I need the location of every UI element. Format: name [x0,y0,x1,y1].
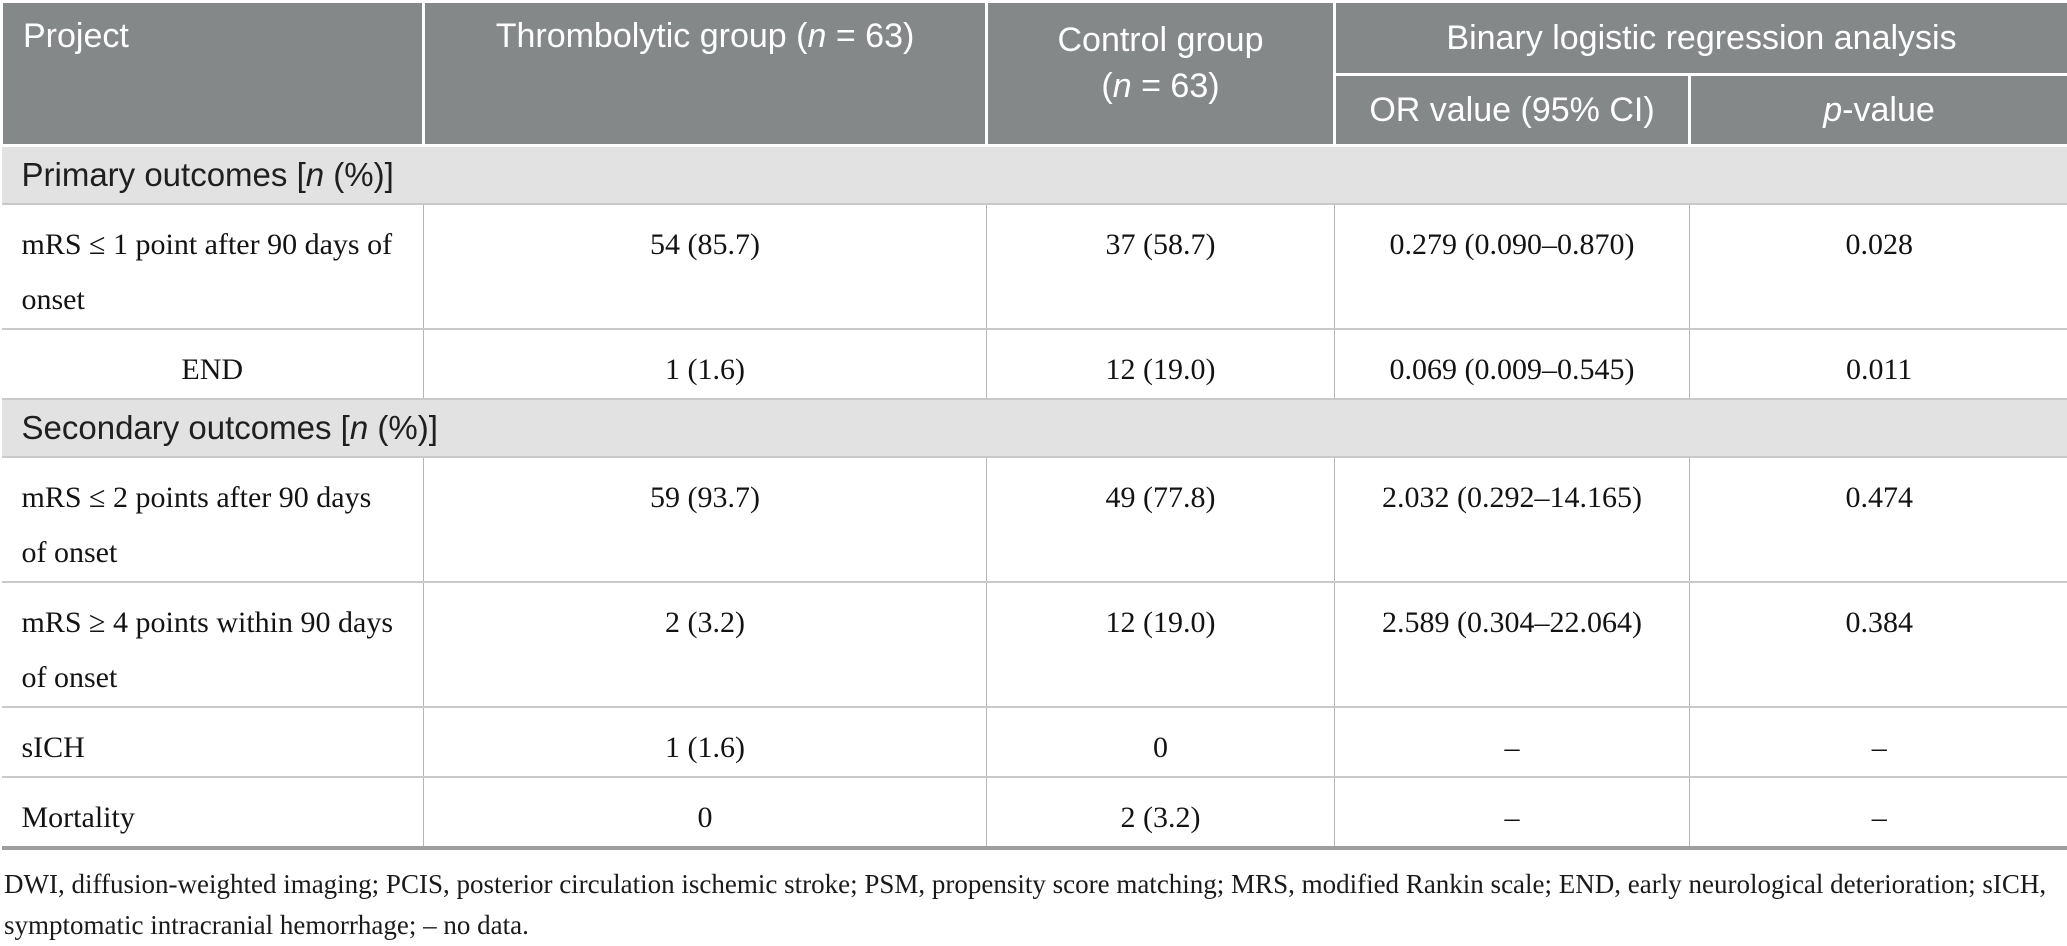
or-value-cell: – [1335,707,1690,777]
col-header-control-line2: (n = 63) [988,63,1333,109]
p-value-cell: 0.474 [1690,457,2067,582]
italic-p: p [1823,91,1842,129]
table-footnote: DWI, diffusion-weighted imaging; PCIS, p… [0,864,2067,946]
p-value-cell: 0.384 [1690,582,2067,707]
col-header-p-value: p-value [1690,75,2067,146]
p-value-cell: 0.028 [1690,204,2067,329]
section-row-primary-outcomes: Primary outcomes [n (%)] [2,146,2067,204]
table-header: Project Thrombolytic group (n = 63) Cont… [2,2,2067,146]
header-row-top: Project Thrombolytic group (n = 63) Cont… [2,2,2067,75]
section-text: Primary outcomes [ [22,156,306,193]
col-header-control-group: Control group (n = 63) [987,2,1335,146]
col-header-project: Project [2,2,424,146]
row-label-cell: mRS ≤ 2 points after 90 days of onset [2,457,424,582]
control-value-cell: 12 (19.0) [987,582,1335,707]
row-label-cell: sICH [2,707,424,777]
section-row-secondary-outcomes: Secondary outcomes [n (%)] [2,399,2067,457]
table-row-mortality: Mortality 0 2 (3.2) – – [2,777,2067,848]
p-value-suffix: -value [1842,91,1935,129]
table-row-mrs-le-2: mRS ≤ 2 points after 90 days of onset 59… [2,457,2067,582]
or-value-cell: 0.069 (0.009–0.545) [1335,329,1690,399]
row-label-cell: mRS ≤ 1 point after 90 days of onset [2,204,424,329]
thrombolytic-value-cell: 1 (1.6) [424,329,987,399]
row-label-cell: Mortality [2,777,424,848]
col-header-or-value: OR value (95% CI) [1335,75,1690,146]
thrombolytic-value-cell: 54 (85.7) [424,204,987,329]
paren-open: ( [1101,67,1112,105]
or-value-cell: – [1335,777,1690,848]
italic-n: n [1113,67,1132,105]
col-header-thrombolytic-text: Thrombolytic group ( [496,17,808,55]
thrombolytic-value-cell: 59 (93.7) [424,457,987,582]
or-value-cell: 0.279 (0.090–0.870) [1335,204,1690,329]
control-value-cell: 0 [987,707,1335,777]
italic-n: n [807,17,826,55]
table-row-end: END 1 (1.6) 12 (19.0) 0.069 (0.009–0.545… [2,329,2067,399]
section-label-secondary: Secondary outcomes [n (%)] [2,399,2067,457]
section-text: Secondary outcomes [ [22,409,350,446]
row-label-cell: END [2,329,424,399]
col-header-thrombolytic-suffix: = 63) [826,17,914,55]
table-row-sich: sICH 1 (1.6) 0 – – [2,707,2067,777]
p-value-cell: – [1690,777,2067,848]
italic-n: n [350,409,368,446]
p-value-cell: 0.011 [1690,329,2067,399]
p-value-cell: – [1690,707,2067,777]
col-header-binary-logistic: Binary logistic regression analysis [1335,2,2067,75]
table-body: Primary outcomes [n (%)] mRS ≤ 1 point a… [2,146,2067,848]
control-value-cell: 49 (77.8) [987,457,1335,582]
col-header-control-line1: Control group [988,17,1333,63]
control-value-cell: 2 (3.2) [987,777,1335,848]
table-row-mrs-le-1: mRS ≤ 1 point after 90 days of onset 54 … [2,204,2067,329]
section-suffix: (%)] [324,156,394,193]
thrombolytic-value-cell: 1 (1.6) [424,707,987,777]
col-header-control-suffix: = 63) [1132,67,1220,105]
row-label-cell: mRS ≥ 4 points within 90 days of onset [2,582,424,707]
section-label-primary: Primary outcomes [n (%)] [2,146,2067,204]
control-value-cell: 37 (58.7) [987,204,1335,329]
results-table: Project Thrombolytic group (n = 63) Cont… [0,0,2067,850]
col-header-thrombolytic-group: Thrombolytic group (n = 63) [424,2,987,146]
control-value-cell: 12 (19.0) [987,329,1335,399]
or-value-cell: 2.589 (0.304–22.064) [1335,582,1690,707]
or-value-cell: 2.032 (0.292–14.165) [1335,457,1690,582]
table-row-mrs-ge-4: mRS ≥ 4 points within 90 days of onset 2… [2,582,2067,707]
thrombolytic-value-cell: 0 [424,777,987,848]
italic-n: n [306,156,324,193]
thrombolytic-value-cell: 2 (3.2) [424,582,987,707]
section-suffix: (%)] [368,409,438,446]
